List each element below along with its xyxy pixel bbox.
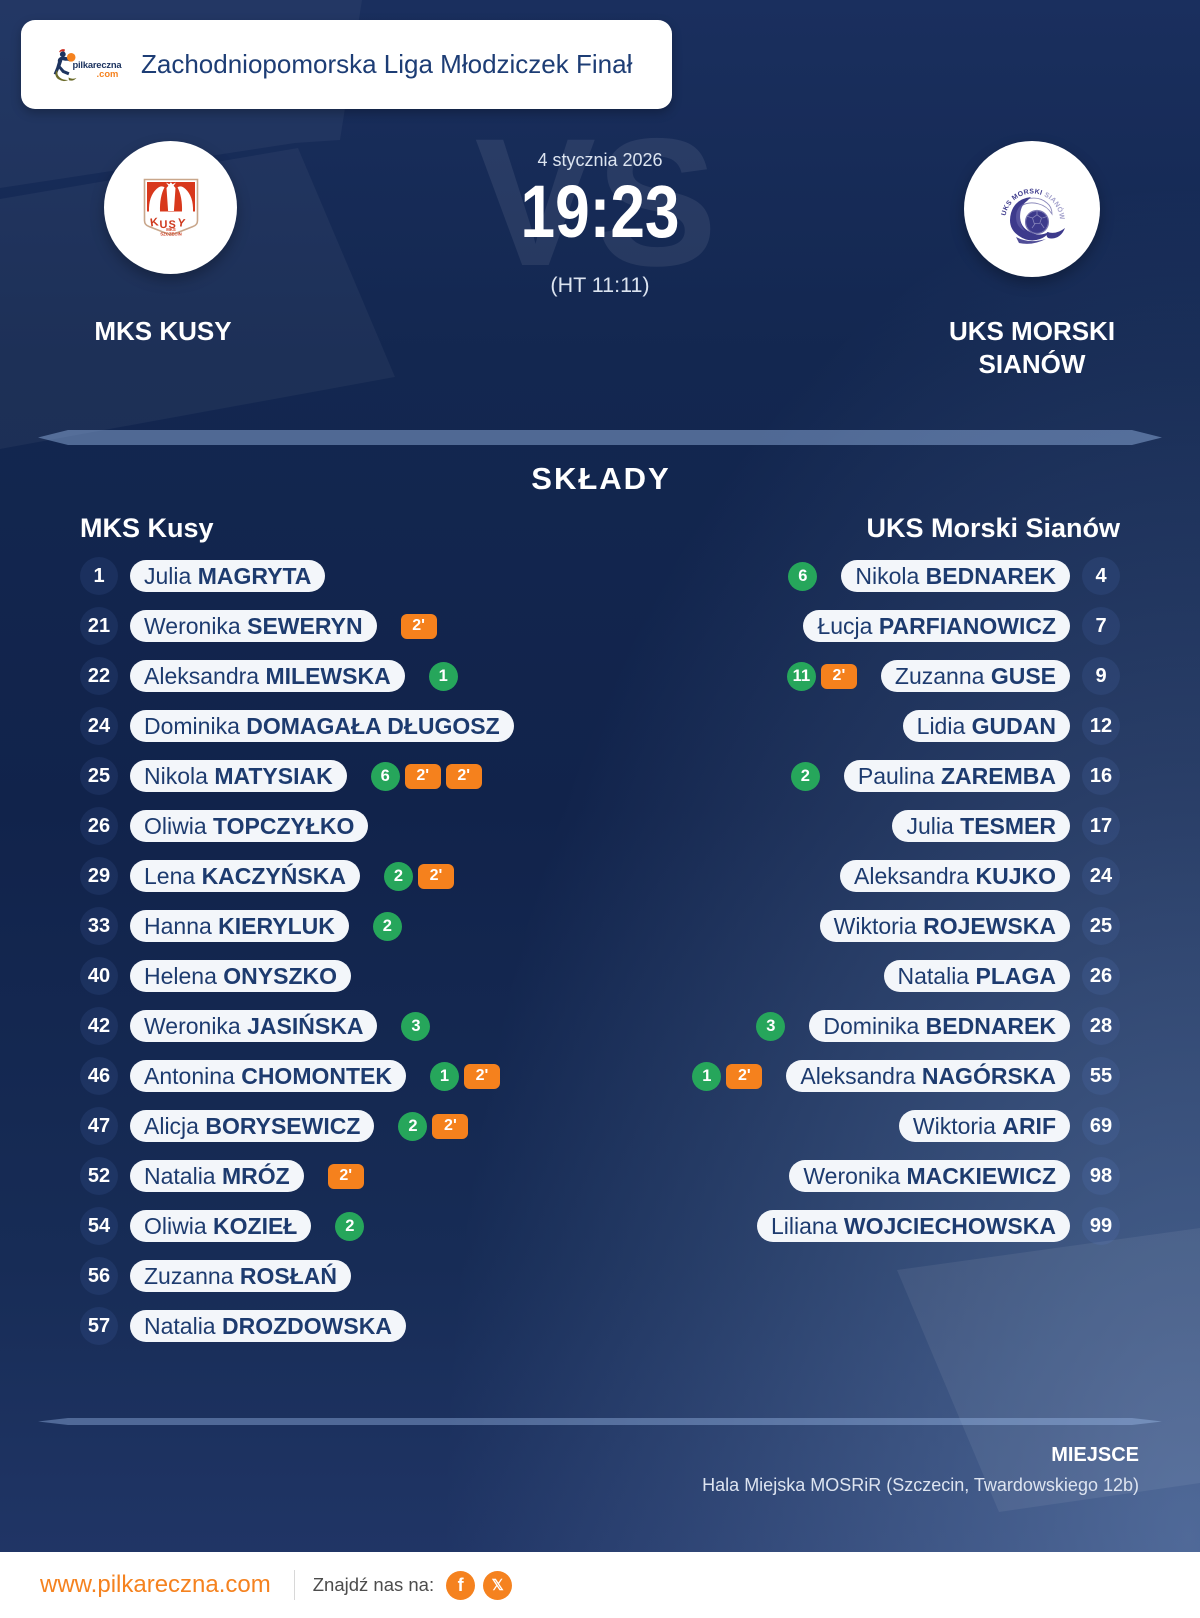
svg-text:U: U [159,218,167,230]
svg-text:MKS: MKS [166,227,176,232]
svg-text:Y: Y [176,217,186,230]
svg-text:K: K [149,216,160,229]
svg-text:.com: .com [97,68,119,79]
svg-text:SZCZECIN: SZCZECIN [160,231,182,236]
svg-text:pilkareczna: pilkareczna [73,59,123,70]
svg-text:S: S [168,218,176,230]
